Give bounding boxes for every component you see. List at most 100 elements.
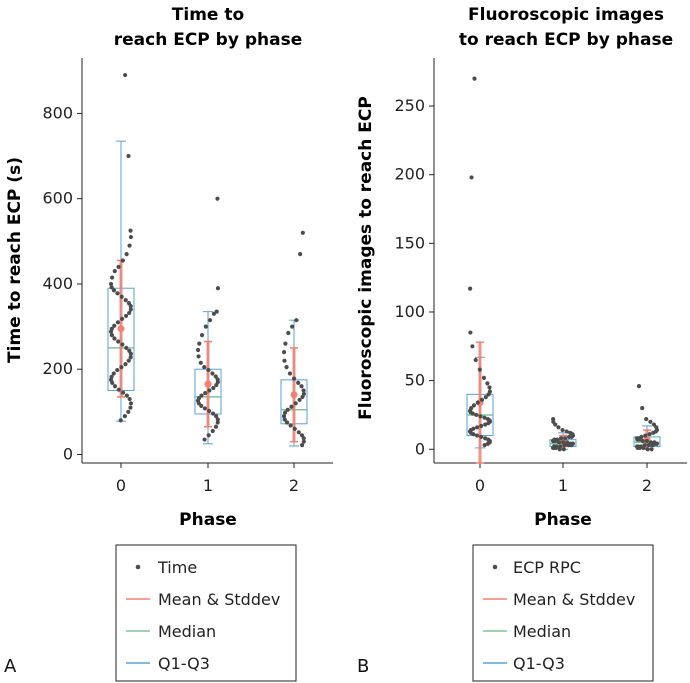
data-point xyxy=(285,407,290,412)
y-tick-label: 400 xyxy=(42,274,73,293)
data-point xyxy=(651,422,657,427)
data-point xyxy=(644,416,649,422)
data-point xyxy=(127,310,132,316)
data-point xyxy=(213,424,219,429)
data-point xyxy=(561,447,566,452)
data-point xyxy=(300,394,305,400)
data-point xyxy=(206,367,211,373)
x-tick-label: 2 xyxy=(642,476,652,495)
data-point xyxy=(294,318,299,323)
data-point xyxy=(296,380,301,385)
data-point xyxy=(127,243,132,248)
x-tick-label: 2 xyxy=(289,476,299,495)
data-point xyxy=(124,252,129,257)
data-point xyxy=(650,443,655,448)
data-point xyxy=(207,318,213,323)
x-tick-label: 0 xyxy=(475,476,485,495)
data-point xyxy=(483,422,488,427)
data-point xyxy=(108,329,114,334)
data-point xyxy=(475,400,480,405)
data-point xyxy=(301,388,306,393)
data-point xyxy=(486,392,491,397)
data-point xyxy=(199,393,204,398)
data-point xyxy=(562,443,567,448)
data-point xyxy=(287,371,293,376)
data-point xyxy=(199,333,205,338)
y-tick-label: 250 xyxy=(394,96,425,115)
data-point xyxy=(651,430,656,435)
data-point xyxy=(111,371,116,376)
panel-b-xlabel: Phase xyxy=(534,510,592,530)
y-tick-label: 0 xyxy=(415,439,425,458)
data-point xyxy=(206,433,211,438)
data-point xyxy=(648,419,653,424)
data-point xyxy=(128,401,134,406)
panel-b-ylabel: Fluoroscopic images to reach ECP xyxy=(356,96,376,420)
legend-label: Median xyxy=(513,622,571,641)
data-point xyxy=(553,422,558,427)
data-point xyxy=(640,438,645,444)
data-point xyxy=(128,307,133,312)
panel-b-title-line1: Fluoroscopic images xyxy=(468,5,664,25)
data-point xyxy=(479,423,484,429)
data-point xyxy=(126,358,131,363)
data-point xyxy=(112,384,118,389)
data-point xyxy=(297,397,302,403)
data-point xyxy=(566,443,571,448)
legend-label: Median xyxy=(158,622,216,641)
data-point xyxy=(215,196,220,201)
data-point xyxy=(126,153,131,159)
y-tick-label: 100 xyxy=(394,302,425,321)
legend-label: Time xyxy=(157,558,197,577)
panel-a-legend-item-median: Median xyxy=(126,622,216,641)
legend-point-marker xyxy=(135,564,141,570)
data-point xyxy=(296,430,301,435)
legend-label: Q1-Q3 xyxy=(513,654,565,673)
data-point xyxy=(556,425,561,430)
data-point xyxy=(123,298,128,303)
data-point xyxy=(206,408,212,414)
data-point xyxy=(195,347,201,353)
panel-a-title-line2: reach ECP by phase xyxy=(114,30,303,50)
data-point xyxy=(647,432,652,437)
data-point xyxy=(645,447,650,452)
data-point xyxy=(644,438,649,444)
data-point xyxy=(202,437,207,442)
data-point xyxy=(116,339,121,344)
data-point xyxy=(474,433,480,438)
data-point xyxy=(214,382,219,388)
data-point xyxy=(479,434,484,440)
data-point xyxy=(112,323,117,328)
data-point xyxy=(553,438,558,444)
data-point xyxy=(282,358,287,363)
data-point xyxy=(649,447,654,452)
data-point xyxy=(119,294,124,299)
data-point xyxy=(281,350,287,355)
data-point xyxy=(210,371,215,376)
data-point xyxy=(485,441,490,446)
data-point xyxy=(211,385,216,391)
data-point xyxy=(300,230,305,235)
data-point xyxy=(109,333,115,338)
data-point xyxy=(470,411,475,416)
data-point xyxy=(210,411,216,416)
data-point xyxy=(564,429,569,434)
panel-a-legend xyxy=(115,544,297,682)
x-tick-label: 0 xyxy=(116,476,126,495)
data-point xyxy=(560,427,565,433)
data-point xyxy=(566,434,572,440)
y-tick-label: 50 xyxy=(405,371,425,390)
y-tick-label: 200 xyxy=(42,359,73,378)
data-point xyxy=(284,364,289,370)
panel-b-legend-item-q1q3: Q1-Q3 xyxy=(483,654,565,673)
data-point xyxy=(468,286,473,291)
data-point xyxy=(110,275,115,280)
panel-b-plot: 0 50 100 150 200 250 0 1 2 xyxy=(394,58,687,495)
data-point xyxy=(123,72,128,78)
x-tick-label: 1 xyxy=(558,476,568,495)
data-point xyxy=(128,228,133,233)
data-point xyxy=(115,291,120,296)
y-tick-label: 600 xyxy=(42,189,73,208)
data-point xyxy=(556,440,562,445)
data-point xyxy=(292,426,297,431)
